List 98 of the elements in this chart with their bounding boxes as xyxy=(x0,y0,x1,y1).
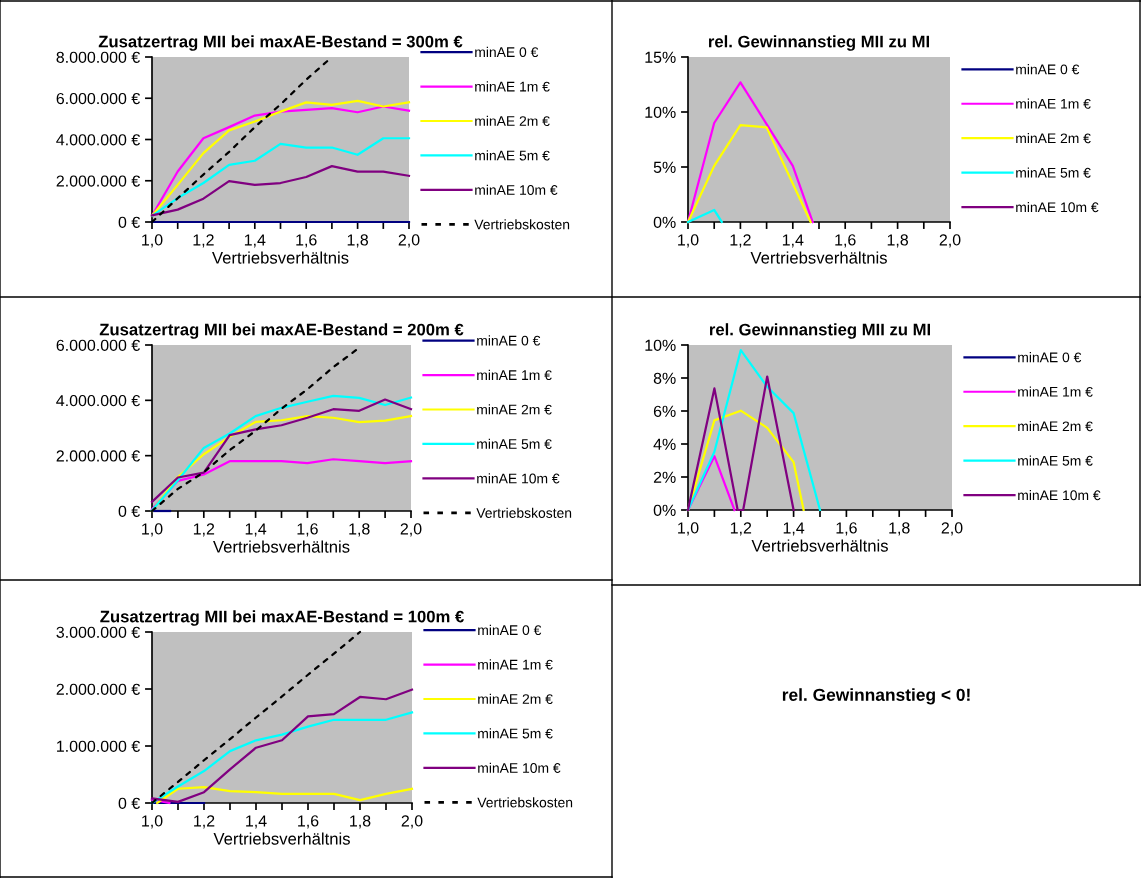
legend-label: minAE 1m € xyxy=(1016,98,1091,109)
legend-label: minAE 5m € xyxy=(1016,167,1091,178)
chart-title: Zusatzertrag MII bei maxAE-Bestand = 100m € xyxy=(100,610,464,626)
y-tick-label: 0% xyxy=(653,504,676,516)
x-tick-label: 1,4 xyxy=(244,234,266,248)
legend-label: minAE 10m € xyxy=(478,762,561,773)
x-tick-label: 1,2 xyxy=(730,234,751,248)
line-series xyxy=(686,81,814,224)
x-axis-title: Vertriebsverhältnis xyxy=(751,539,888,552)
line-series xyxy=(686,124,812,224)
x-tick-label: 1,8 xyxy=(887,234,909,248)
y-tick-label: 4% xyxy=(653,438,676,450)
line-series xyxy=(156,785,414,805)
legend-label: minAE 1m € xyxy=(478,659,553,670)
x-tick-label: 1,2 xyxy=(730,522,752,536)
y-tick-label: 0 € xyxy=(118,505,140,517)
chart-title: rel. Gewinnanstieg MII zu MI xyxy=(708,35,930,51)
y-tick-label: 4.000.000 € xyxy=(56,134,140,146)
legend-label: minAE 5m € xyxy=(475,150,550,161)
legend-label: minAE 2m € xyxy=(1016,133,1091,144)
y-tick-label: 0 € xyxy=(118,797,140,809)
legend-label: minAE 10m € xyxy=(475,184,558,195)
x-tick-label: 2,0 xyxy=(941,522,963,536)
legend-label: minAE 0 € xyxy=(1018,352,1082,363)
x-tick-label: 1,8 xyxy=(350,815,371,829)
legend-label: minAE 10m € xyxy=(1018,489,1101,501)
text: rel. Gewinnanstieg < 0! xyxy=(782,688,970,705)
x-tick-label: 1,0 xyxy=(678,234,699,248)
line-series xyxy=(686,349,822,512)
x-tick-label: 1,0 xyxy=(142,815,163,829)
legend-label: minAE 2m € xyxy=(478,693,553,704)
x-tick-label: 1,0 xyxy=(142,523,163,537)
x-tick-label: 1,6 xyxy=(296,234,317,248)
line-series xyxy=(150,137,411,217)
legend-label: minAE 10m € xyxy=(477,473,560,484)
x-tick-label: 2,0 xyxy=(398,234,420,248)
y-tick-label: 5% xyxy=(653,161,676,173)
x-tick-label: 1,4 xyxy=(245,523,267,537)
x-tick-label: 2,0 xyxy=(400,523,422,537)
x-tick-label: 1,2 xyxy=(193,523,215,537)
y-tick-label: 2.000.000 € xyxy=(56,175,140,187)
x-tick-label: 1,0 xyxy=(678,522,699,536)
legend-label: minAE 0 € xyxy=(475,46,539,58)
x-tick-label: 2,0 xyxy=(939,234,961,248)
x-tick-label: 1,2 xyxy=(193,234,214,248)
legend-label: minAE 0 € xyxy=(478,624,542,636)
x-axis-title: Vertriebsverhältnis xyxy=(213,540,350,553)
legend-label: minAE 1m € xyxy=(475,81,550,92)
x-axis-title: Vertriebsverhältnis xyxy=(213,832,350,845)
x-tick-label: 1,4 xyxy=(782,234,804,248)
legend-label: minAE 1m € xyxy=(477,369,552,381)
x-tick-label: 1,4 xyxy=(246,815,267,829)
y-tick-label: 3.000.000 € xyxy=(56,626,140,638)
x-tick-label: 1,8 xyxy=(889,522,910,536)
x-tick-label: 1,8 xyxy=(349,523,370,537)
x-tick-label: 1,6 xyxy=(298,815,319,829)
y-tick-label: 15% xyxy=(645,51,676,63)
x-tick-label: 1,6 xyxy=(835,234,856,248)
legend-label: minAE 2m € xyxy=(477,404,552,415)
chart-title: Zusatzertrag MII bei maxAE-Bestand = 200m € xyxy=(99,323,464,339)
y-tick-label: 10% xyxy=(645,339,676,351)
y-tick-label: 2.000.000 € xyxy=(56,683,140,695)
legend-label: minAE 5m € xyxy=(1018,455,1093,466)
x-tick-label: 1,0 xyxy=(142,234,163,248)
legend-label: Vertriebskosten xyxy=(477,797,573,808)
y-tick-label: 2.000.000 € xyxy=(56,450,140,462)
y-tick-label: 2% xyxy=(653,471,676,483)
y-tick-label: 10% xyxy=(645,106,676,118)
x-axis-title: Vertriebsverhältnis xyxy=(212,251,349,264)
legend-label: minAE 0 € xyxy=(1016,64,1080,75)
legend-label: minAE 5m € xyxy=(478,728,553,739)
y-tick-label: 8.000.000 € xyxy=(56,51,140,63)
x-axis-title: Vertriebsverhältnis xyxy=(750,251,887,264)
legend-label: minAE 10m € xyxy=(1016,201,1099,213)
x-tick-label: 1,6 xyxy=(297,523,318,537)
legend-label: minAE 2m € xyxy=(1018,421,1093,432)
y-tick-label: 1.000.000 € xyxy=(57,740,140,752)
legend-label: Vertriebskosten xyxy=(474,219,570,230)
line-series xyxy=(150,165,411,217)
x-tick-label: 1,8 xyxy=(347,234,369,248)
legend-label: Vertriebskosten xyxy=(476,507,572,518)
chart-title: Zusatzertrag MII bei maxAE-Bestand = 300m € xyxy=(98,35,463,51)
y-tick-label: 4.000.000 € xyxy=(56,394,140,407)
x-tick-label: 1,2 xyxy=(194,815,215,829)
chart-title: rel. Gewinnanstieg MII zu MI xyxy=(709,323,931,339)
y-tick-label: 8% xyxy=(653,372,676,384)
y-tick-label: 6% xyxy=(653,405,676,417)
x-tick-label: 2,0 xyxy=(401,815,423,829)
x-tick-label: 1,4 xyxy=(783,522,805,536)
legend-label: minAE 1m € xyxy=(1018,386,1093,397)
x-tick-label: 1,6 xyxy=(836,522,857,536)
legend-label: minAE 2m € xyxy=(475,115,550,126)
legend-label: minAE 0 € xyxy=(477,335,541,346)
y-tick-label: 6.000.000 € xyxy=(56,339,140,351)
y-tick-label: 0 € xyxy=(118,216,140,228)
legend-label: minAE 5m € xyxy=(477,438,552,449)
y-tick-label: 0% xyxy=(653,216,676,228)
y-tick-label: 6.000.000 € xyxy=(56,92,140,105)
